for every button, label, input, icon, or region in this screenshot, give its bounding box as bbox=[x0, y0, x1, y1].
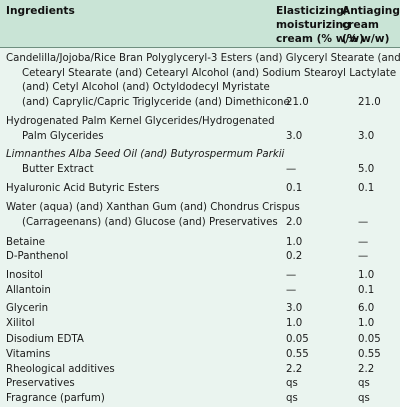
ingredient-line: Candelilla/Jojoba/Rice Bran Polyglyceryl… bbox=[6, 53, 400, 64]
antiaging-value: 21.0 bbox=[358, 96, 381, 108]
antiaging-value: 0.05 bbox=[358, 334, 381, 345]
ingredient-name: Inositol bbox=[6, 270, 43, 281]
ingredient-line: (and) Cetyl Alcohol (and) Octyldodecyl M… bbox=[22, 82, 270, 94]
ingredient-name: Water (aqua) (and) Xanthan Gum (and) Cho… bbox=[6, 201, 300, 230]
antiaging-value: 1.0 bbox=[358, 270, 375, 281]
ingredient-name: Preservatives bbox=[6, 378, 75, 389]
elasticizing-value: qs bbox=[286, 378, 298, 389]
ingredient-name: Vitamins bbox=[6, 349, 51, 360]
header-elasticizing-cream: Elasticizing/ moisturizing cream (% w/w) bbox=[276, 5, 364, 45]
ingredient-name: Glycerin bbox=[6, 303, 49, 314]
ingredient-name: Xilitol bbox=[6, 318, 35, 329]
ingredient-line: Butter Extract bbox=[22, 163, 94, 175]
header-antiaging-cream: Antiaging cream (% w/w) bbox=[342, 5, 400, 45]
antiaging-value: 2.2 bbox=[358, 364, 375, 375]
elasticizing-value: 3.0 bbox=[286, 130, 303, 142]
ingredient-name: Fragrance (parfum) bbox=[6, 393, 105, 404]
ingredient-line: Palm Glycerides bbox=[22, 130, 104, 142]
elasticizing-value: 1.0 bbox=[286, 318, 303, 329]
ingredient-name: Hyaluronic Acid Butyric Esters bbox=[6, 182, 286, 197]
antiaging-value: 1.0 bbox=[358, 318, 375, 329]
table-header bbox=[0, 0, 400, 47]
elasticizing-value: 2.0 bbox=[286, 216, 303, 228]
ingredient-name: Candelilla/Jojoba/Rice Bran Polyglyceryl… bbox=[6, 52, 400, 110]
antiaging-value: qs bbox=[358, 393, 370, 404]
elasticizing-value: 0.1 bbox=[286, 183, 303, 194]
antiaging-value: 0.1 bbox=[358, 183, 375, 194]
header-rule bbox=[0, 47, 400, 48]
header-ingredients: Ingredients bbox=[6, 5, 75, 17]
antiaging-value: — bbox=[358, 216, 369, 228]
elasticizing-value: — bbox=[286, 270, 297, 281]
ingredient-name: Betaine bbox=[6, 237, 46, 248]
antiaging-value: 5.0 bbox=[358, 163, 375, 175]
antiaging-value: 6.0 bbox=[358, 303, 375, 314]
elasticizing-value: 21.0 bbox=[286, 96, 309, 108]
elasticizing-value: — bbox=[286, 285, 297, 296]
ingredient-line: (and) Caprylic/Capric Triglyceride (and)… bbox=[22, 96, 290, 108]
antiaging-value: 0.55 bbox=[358, 349, 381, 360]
antiaging-value: — bbox=[358, 237, 369, 248]
elasticizing-value: 3.0 bbox=[286, 303, 303, 314]
ingredient-line: Hydrogenated Palm Kernel Glycerides/Hydr… bbox=[6, 116, 275, 127]
antiaging-value: qs bbox=[358, 378, 370, 389]
ingredient-line: Water (aqua) (and) Xanthan Gum (and) Cho… bbox=[6, 202, 300, 213]
elasticizing-value: 2.2 bbox=[286, 364, 303, 375]
antiaging-value: 0.1 bbox=[358, 285, 375, 296]
ingredient-name: Limnanthes Alba Seed Oil (and) Butyrospe… bbox=[6, 148, 286, 177]
ingredient-name: Allantoin bbox=[6, 285, 51, 296]
ingredient-line: (Carrageenans) (and) Glucose (and) Prese… bbox=[22, 216, 278, 228]
ingredient-line: Limnanthes Alba Seed Oil (and) Butyrospe… bbox=[6, 148, 286, 163]
ingredient-line: Cetearyl Stearate (and) Cetearyl Alcohol… bbox=[22, 67, 397, 79]
ingredient-name: Disodium EDTA bbox=[6, 334, 84, 345]
ingredient-name: Hydrogenated Palm Kernel Glycerides/Hydr… bbox=[6, 115, 286, 144]
elasticizing-value: 0.05 bbox=[286, 334, 309, 345]
antiaging-value: 3.0 bbox=[358, 130, 375, 142]
ingredient-name: Rheological additives bbox=[6, 364, 115, 375]
ingredient-line: Hyaluronic Acid Butyric Esters bbox=[6, 183, 160, 194]
elasticizing-value: 1.0 bbox=[286, 237, 303, 248]
ingredient-name: D-Panthenol bbox=[6, 251, 69, 262]
species-name: Limnanthes Alba Seed Oil (and) Butyrospe… bbox=[6, 149, 285, 160]
elasticizing-value: 0.2 bbox=[286, 251, 303, 262]
antiaging-value: — bbox=[358, 251, 369, 262]
elasticizing-value: qs bbox=[286, 393, 298, 404]
elasticizing-value: — bbox=[286, 163, 297, 175]
elasticizing-value: 0.55 bbox=[286, 349, 309, 360]
